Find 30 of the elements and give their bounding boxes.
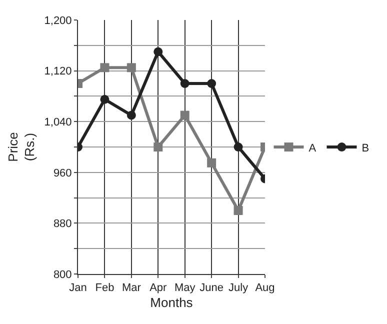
y-tick-label: 880 [53, 218, 72, 230]
x-tick-label: Aug [255, 282, 275, 294]
point [154, 142, 163, 152]
point [207, 79, 216, 88]
x-tick-label: Feb [95, 282, 114, 294]
point [100, 94, 110, 104]
y-tick-label: 800 [53, 268, 72, 281]
legend-label: B [362, 142, 370, 154]
point [234, 206, 243, 215]
x-tick-label: Jan [69, 282, 87, 294]
point [126, 110, 136, 120]
x-tick-label: May [174, 282, 196, 294]
point [234, 142, 243, 152]
point [207, 158, 216, 168]
x-axis-title: Months [150, 294, 194, 310]
point [126, 63, 136, 72]
x-tick-label: July [228, 282, 249, 294]
y-tick-label: 1,040 [44, 116, 72, 128]
x-tick-label: June [200, 282, 224, 294]
x-tick-label: Apr [150, 282, 168, 294]
point [100, 63, 110, 72]
legend-label: A [308, 142, 317, 154]
y-tick-label: 1,200 [44, 14, 72, 27]
y-tick-label: 1,120 [44, 66, 72, 78]
x-tick-label: Mar [122, 282, 142, 294]
y-axis-title: Price (Rs.) [5, 132, 38, 162]
point [180, 110, 190, 120]
point [154, 47, 163, 56]
y-tick-label: 960 [53, 167, 72, 180]
point [180, 79, 190, 88]
